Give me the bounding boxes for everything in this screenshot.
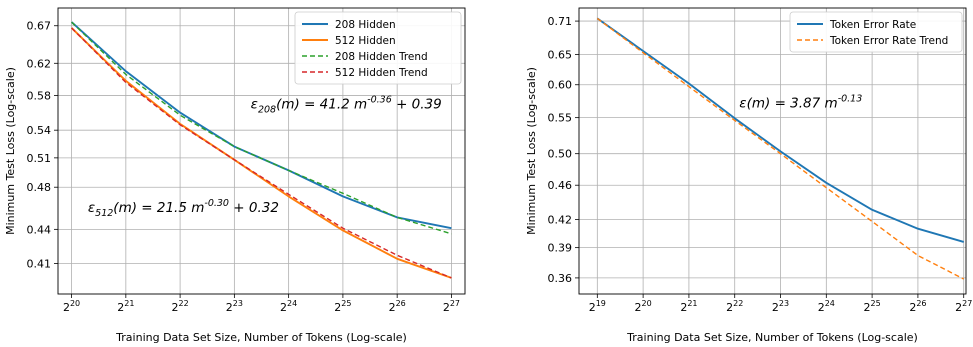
- x-tick-label: 226: [909, 299, 926, 314]
- series-line-2: [70, 27, 452, 279]
- x-tick-label: 226: [389, 299, 406, 314]
- equation-annotation: ε208(m) = 41.2 m-0.36 + 0.39: [251, 94, 442, 115]
- y-tick-label: 0.48: [27, 181, 52, 194]
- x-tick-label: 225: [334, 299, 351, 314]
- legend-label: 512 Hidden Trend: [335, 67, 428, 79]
- y-tick-label: 0.39: [548, 242, 573, 255]
- y-tick-label: 0.51: [27, 152, 52, 165]
- y-tick-label: 0.58: [27, 90, 52, 103]
- x-tick-label: 223: [772, 299, 789, 314]
- x-tick-label: 224: [280, 299, 297, 314]
- plot-frame: [578, 7, 967, 295]
- series-line-4: [71, 27, 452, 279]
- legend: 208 Hidden 512 Hidden 208 Hidden Trend 512 …: [294, 11, 462, 85]
- y-axis-label: Minimum Test Loss (Log-scale): [525, 67, 538, 235]
- y-tick-label: 0.65: [548, 48, 573, 61]
- y-tick-label: 0.71: [548, 15, 573, 28]
- series-line-3: [71, 21, 452, 235]
- plot-frame: [57, 7, 466, 295]
- y-tick-label: 0.44: [27, 223, 52, 236]
- legend: Token Error Rate Token Error Rate Trend: [789, 11, 963, 53]
- legend-label: Token Error Rate: [829, 19, 916, 31]
- x-tick-label: 219: [589, 299, 606, 314]
- legend-label: 208 Hidden Trend: [335, 51, 428, 63]
- y-axis-label: Minimum Test Loss (Log-scale): [4, 67, 17, 235]
- x-tick-label: 224: [818, 299, 835, 314]
- y-tick-label: 0.55: [548, 112, 573, 125]
- x-axis-label: Training Data Set Size, Number of Tokens…: [115, 331, 407, 344]
- x-tick-label: 222: [172, 299, 189, 314]
- x-tick-label: 220: [63, 299, 80, 314]
- y-tick-label: 0.41: [27, 258, 52, 271]
- series-line-1: [596, 17, 964, 243]
- chart-1: 220 221 222 223 224 225 226 227 0.41 0.44 0.48 0.51…: [4, 7, 466, 344]
- y-tick-label: 0.67: [27, 20, 52, 33]
- x-axis-label: Training Data Set Size, Number of Tokens…: [626, 331, 918, 344]
- y-tick-label: 0.50: [548, 148, 573, 161]
- equation-annotation: ε512(m) = 21.5 m-0.30 + 0.32: [88, 198, 279, 219]
- x-tick-label: 225: [864, 299, 881, 314]
- x-tick-label: 221: [117, 299, 134, 314]
- series-line-2: [596, 17, 965, 280]
- x-tick-label: 223: [226, 299, 243, 314]
- y-tick-label: 0.62: [27, 57, 52, 70]
- y-tick-label: 0.42: [548, 214, 573, 227]
- x-tick-label: 221: [680, 299, 697, 314]
- chart-2: 219 220 221 222 223 224 225 226 227 0.36 0.39 0.42 0…: [525, 7, 972, 344]
- legend-box: [294, 11, 462, 85]
- x-tick-label: 220: [635, 299, 652, 314]
- legend-box: [789, 11, 963, 53]
- y-tick-label: 0.54: [27, 124, 52, 137]
- y-tick-label: 0.36: [548, 272, 573, 285]
- y-tick-label: 0.46: [548, 179, 573, 192]
- x-tick-label: 227: [443, 299, 460, 314]
- x-tick-label: 227: [955, 299, 972, 314]
- equation-annotation: ε(m) = 3.87 m-0.13: [739, 93, 862, 111]
- legend-label: 208 Hidden: [335, 19, 396, 31]
- x-tick-label: 222: [726, 299, 743, 314]
- legend-label: Token Error Rate Trend: [829, 35, 948, 47]
- legend-label: 512 Hidden: [335, 35, 396, 47]
- y-tick-label: 0.60: [548, 79, 573, 92]
